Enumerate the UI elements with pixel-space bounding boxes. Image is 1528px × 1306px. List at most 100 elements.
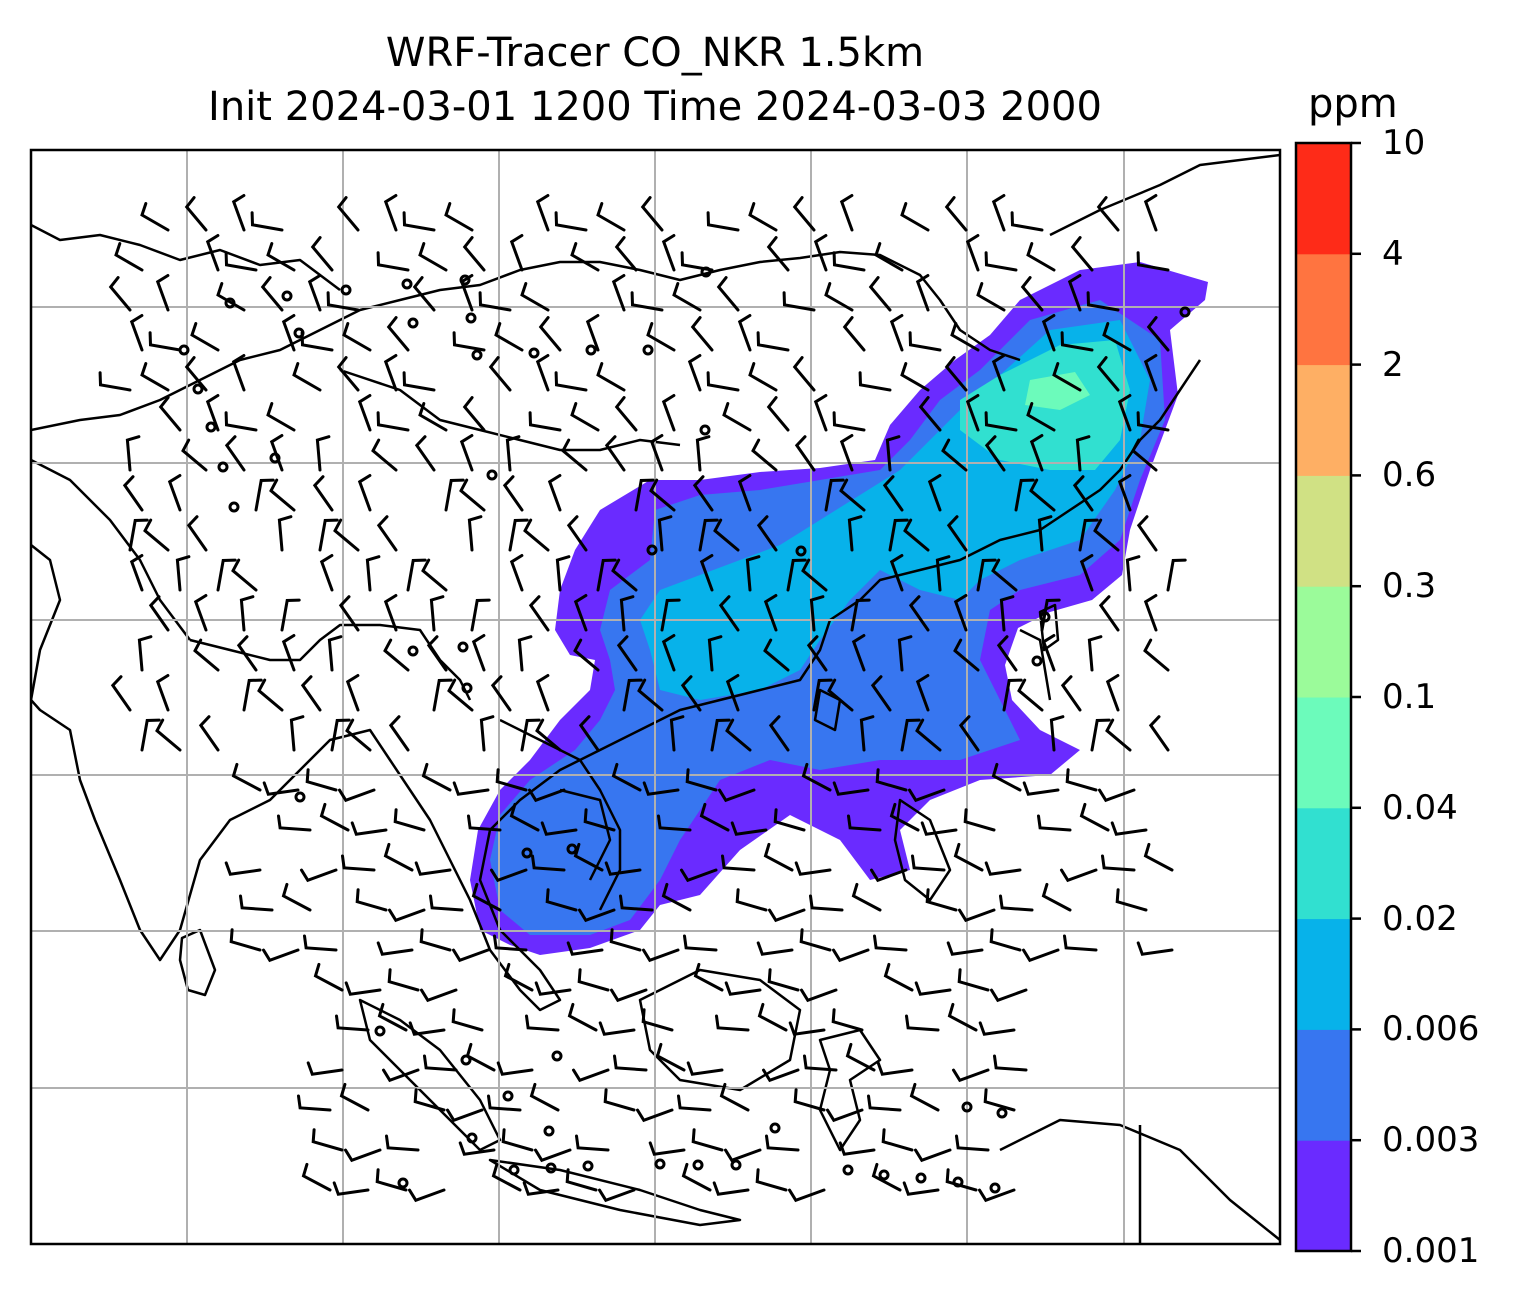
wind-barb xyxy=(250,211,284,232)
wind-barb xyxy=(897,635,913,672)
wind-barb xyxy=(578,908,616,923)
wind-barb xyxy=(1014,478,1035,512)
wind-barb xyxy=(832,948,870,963)
wind-barb xyxy=(350,821,388,836)
coastline-java xyxy=(488,1158,742,1227)
wind-barb xyxy=(388,715,410,752)
wind-barb xyxy=(1143,354,1158,392)
wind-barb xyxy=(1079,802,1110,832)
coastline-japan-korea xyxy=(1049,153,1280,237)
wind-barb xyxy=(902,1181,940,1196)
wind-barb xyxy=(224,435,246,472)
wind-barb xyxy=(1115,888,1148,912)
wind-barb xyxy=(525,1014,560,1032)
wind-barb xyxy=(1090,718,1111,752)
map-panel xyxy=(31,150,1280,1244)
calm-wind-marker xyxy=(1031,655,1043,667)
wind-barb xyxy=(387,968,420,992)
wind-barb xyxy=(952,1068,990,1083)
wind-barb xyxy=(920,821,958,836)
wind-barb xyxy=(914,981,952,996)
wind-barb xyxy=(799,928,832,952)
wind-barb xyxy=(432,678,453,712)
wind-barb xyxy=(657,515,673,552)
wind-barb xyxy=(110,675,132,712)
wind-barb xyxy=(870,868,908,883)
coastline-north xyxy=(31,223,341,291)
wind-barb xyxy=(827,678,854,712)
wind-barb xyxy=(1037,814,1072,832)
wind-barb xyxy=(657,814,692,832)
wind-barb xyxy=(766,396,790,432)
wind-barb xyxy=(332,1181,370,1196)
wind-barb xyxy=(181,438,208,472)
calm-wind-marker xyxy=(654,1158,666,1170)
wind-barb xyxy=(224,861,262,876)
wind-barb xyxy=(535,718,562,752)
wind-barb xyxy=(661,234,676,272)
wind-barb xyxy=(1098,595,1120,632)
wind-barb xyxy=(991,762,1022,792)
wind-barb xyxy=(596,558,617,592)
colorbar-segment xyxy=(1296,1029,1351,1141)
wind-barb xyxy=(452,331,486,352)
wind-barb xyxy=(336,196,360,232)
wind-barb xyxy=(707,635,723,672)
wind-barb xyxy=(216,558,237,592)
wind-barb xyxy=(566,515,588,552)
wind-barb xyxy=(1017,678,1044,712)
wind-barb xyxy=(193,594,208,632)
wind-barb xyxy=(459,274,474,312)
wind-barb xyxy=(570,402,600,432)
wind-barb xyxy=(242,678,263,712)
wind-barb xyxy=(1136,411,1170,432)
wind-barb xyxy=(613,1054,648,1072)
wind-barb xyxy=(1041,314,1056,352)
wind-barb xyxy=(724,981,762,996)
calm-wind-marker xyxy=(457,641,469,653)
wind-barb xyxy=(1098,788,1136,803)
wind-barb xyxy=(698,518,719,552)
wind-barb xyxy=(408,1021,446,1036)
wind-barb xyxy=(108,276,132,312)
colorbar-tick-label: 0.6 xyxy=(1382,455,1437,496)
wind-barb xyxy=(467,515,483,552)
wind-barb xyxy=(672,282,702,312)
wind-barb xyxy=(1002,678,1023,712)
wind-barb xyxy=(839,478,866,512)
wind-barb xyxy=(406,558,427,592)
wind-barb xyxy=(523,518,550,552)
wind-barb xyxy=(641,1008,674,1032)
calm-wind-marker xyxy=(795,545,807,557)
wind-barb xyxy=(307,274,322,312)
wind-barb xyxy=(1010,211,1044,232)
wind-barb xyxy=(691,1128,724,1152)
calm-wind-marker xyxy=(730,1159,742,1171)
wind-barb xyxy=(870,675,892,712)
wind-barb xyxy=(534,981,572,996)
wind-barb xyxy=(426,635,448,672)
wind-barb xyxy=(889,314,904,352)
calm-wind-marker xyxy=(1179,306,1191,318)
calm-wind-marker xyxy=(281,290,293,302)
wind-barb xyxy=(420,988,458,1003)
calm-wind-marker xyxy=(915,1172,927,1184)
wind-barb xyxy=(757,1002,788,1032)
calm-wind-marker xyxy=(471,349,483,361)
wind-barb xyxy=(616,635,638,672)
wind-barb xyxy=(715,1014,750,1032)
wind-barb xyxy=(648,1141,686,1156)
wind-barb xyxy=(418,402,448,432)
wind-barb xyxy=(465,1042,496,1072)
wind-barb xyxy=(642,948,680,963)
wind-barb xyxy=(573,638,600,672)
colorbar-tick-label: 10 xyxy=(1382,123,1426,163)
wind-barb xyxy=(958,715,980,752)
wind-barb xyxy=(686,1061,724,1076)
wind-barb xyxy=(695,435,711,472)
wind-barb xyxy=(570,242,600,272)
wind-barb xyxy=(266,242,296,272)
wind-barb xyxy=(555,555,571,592)
wind-barb xyxy=(719,1082,750,1112)
colorbar-tick-label: 0.3 xyxy=(1382,566,1437,607)
